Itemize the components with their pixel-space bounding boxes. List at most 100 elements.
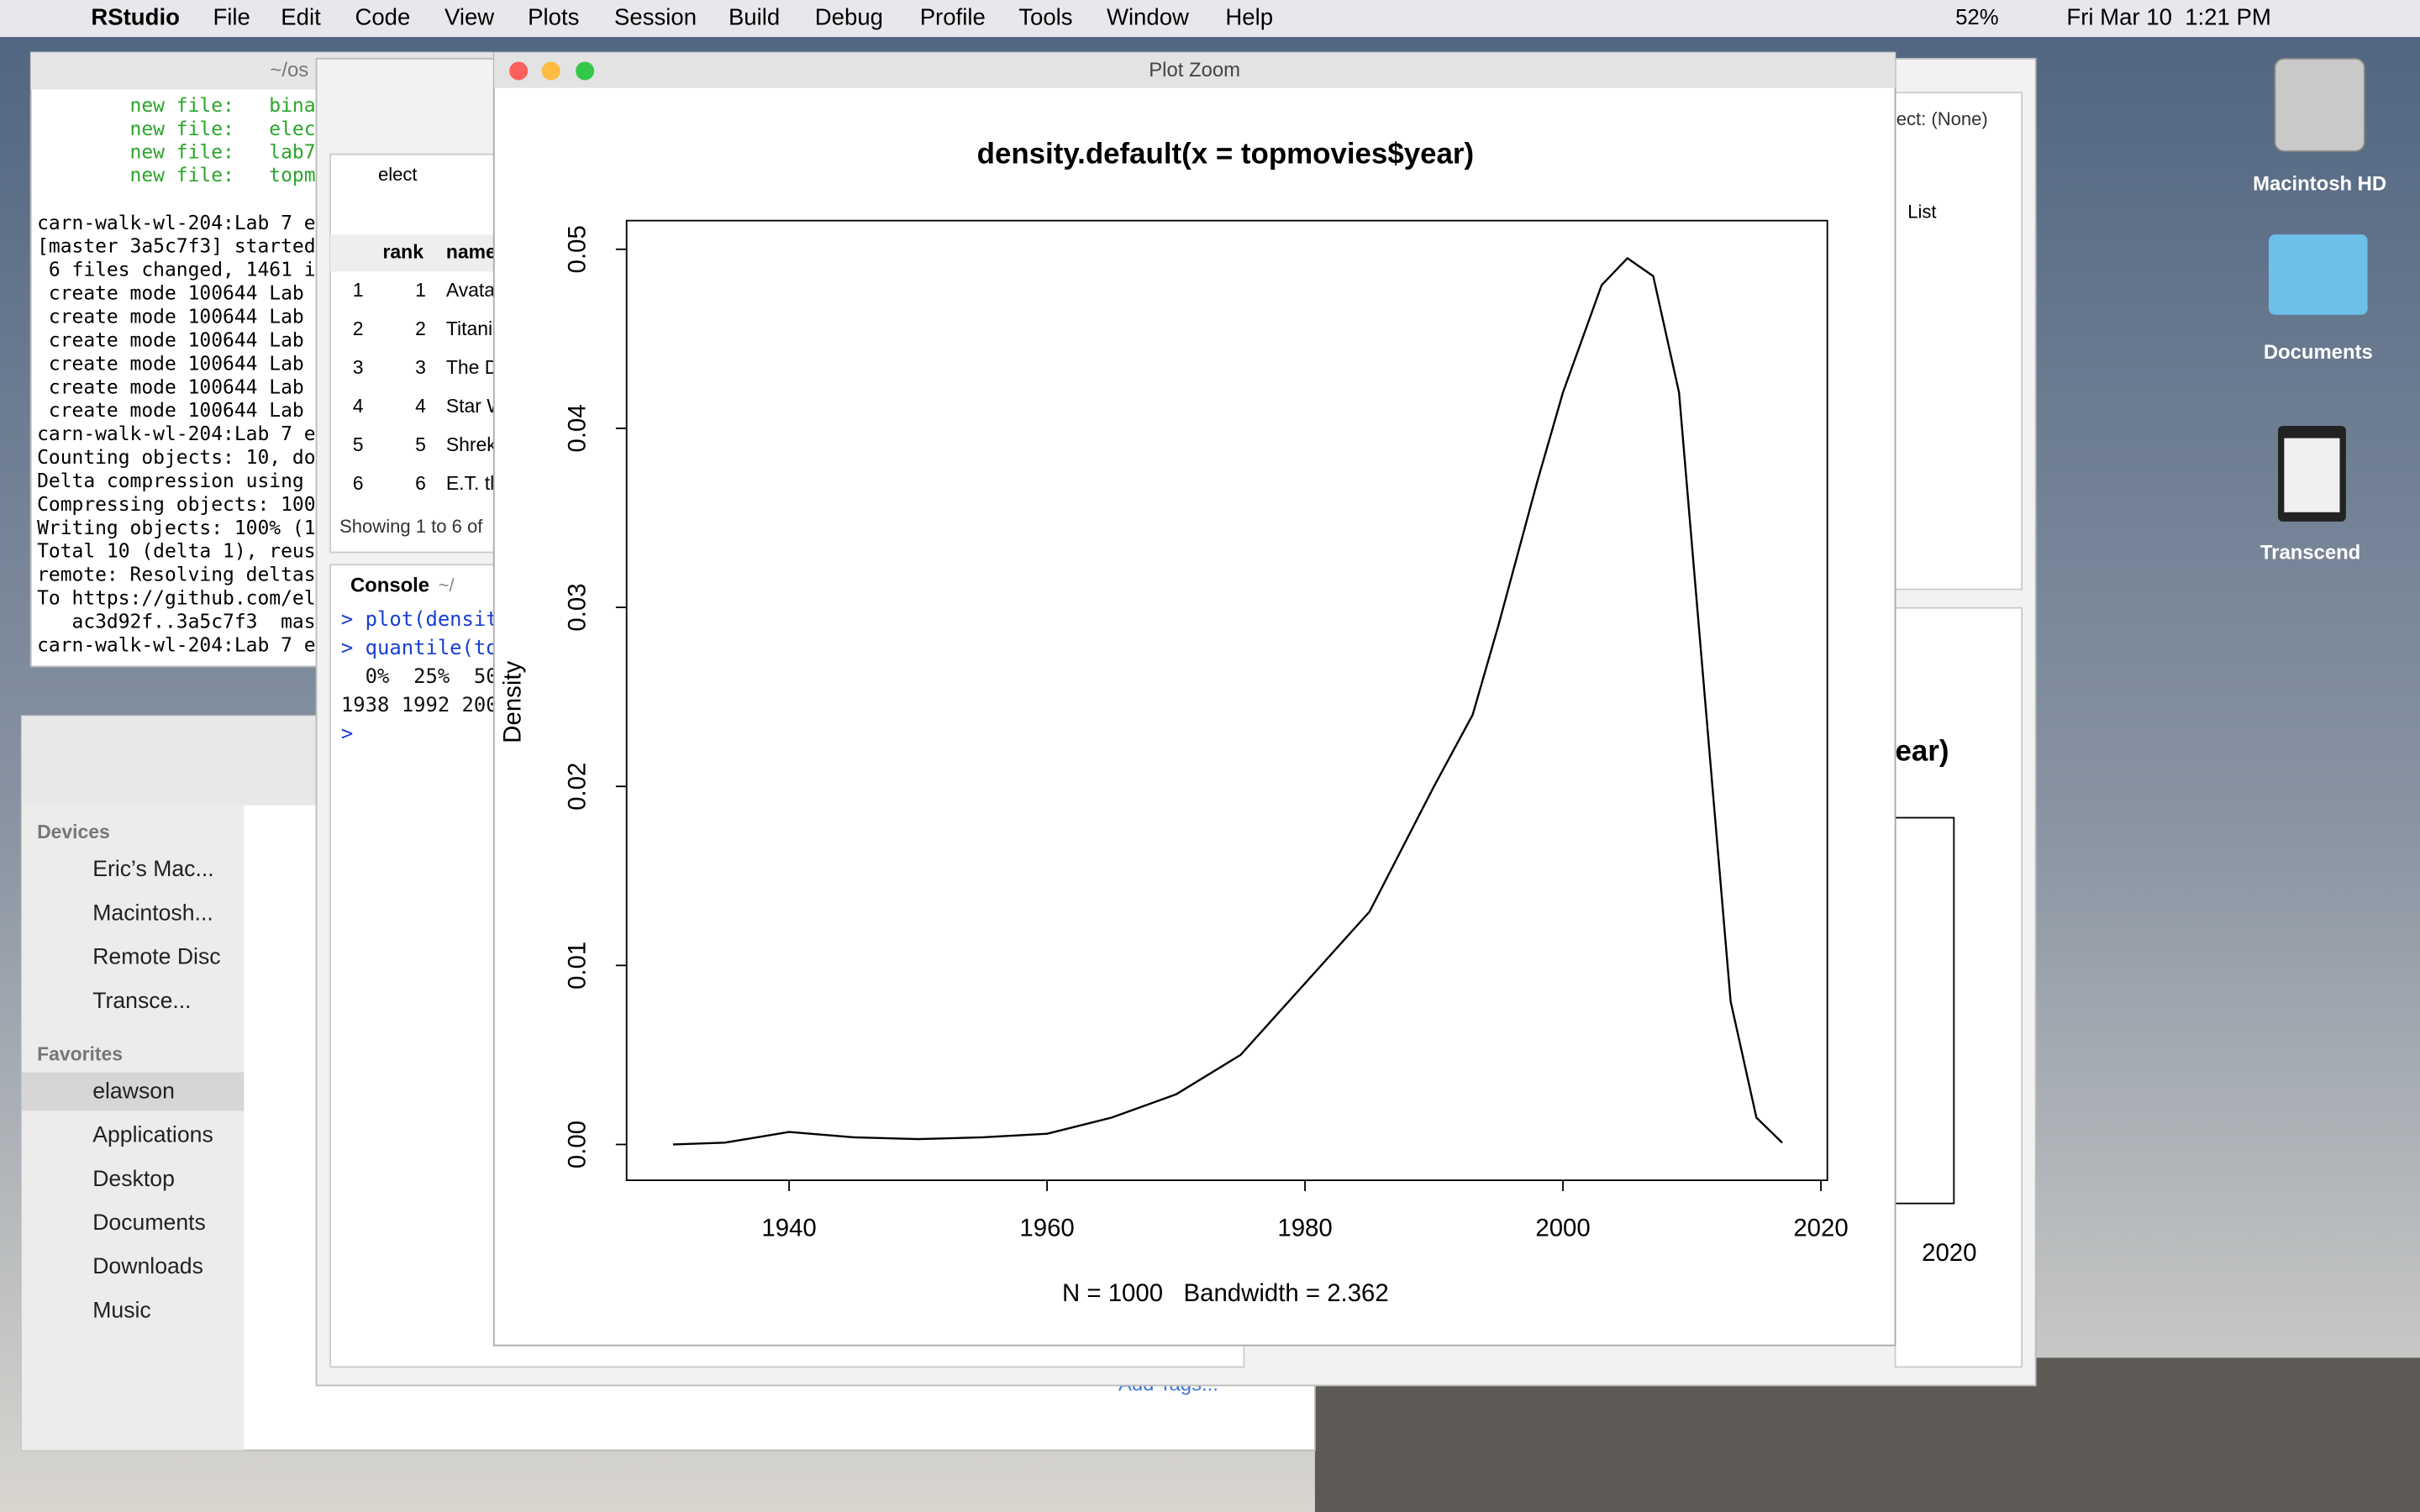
y-tick-label: 0.02 bbox=[564, 763, 592, 811]
terminal-line: new file: topm bbox=[37, 165, 315, 186]
table-cell: 2 bbox=[353, 318, 364, 339]
table-cell: 3 bbox=[353, 356, 364, 378]
viewer-tab[interactable]: elect bbox=[378, 164, 418, 185]
table-cell: 4 bbox=[353, 395, 364, 417]
close-button[interactable] bbox=[509, 61, 529, 81]
menu-item[interactable]: Debug bbox=[815, 3, 883, 29]
console-line: > bbox=[341, 722, 353, 745]
terminal-title: ~/os bbox=[270, 59, 308, 81]
terminal-line: carn-walk-wl-204:Lab 7 e bbox=[37, 634, 315, 656]
menu-item[interactable]: View bbox=[445, 3, 494, 29]
terminal-line: ac3d92f..3a5c7f3 mas bbox=[37, 611, 315, 633]
terminal-line: create mode 100644 Lab bbox=[37, 400, 304, 422]
x-tick-label: 1980 bbox=[1277, 1215, 1332, 1242]
terminal-line: carn-walk-wl-204:Lab 7 e bbox=[37, 423, 315, 445]
minimize-button[interactable] bbox=[541, 61, 560, 81]
table-cell: 1 bbox=[353, 279, 364, 301]
menu-item[interactable]: Tools bbox=[1018, 3, 1072, 29]
console-path: ~/ bbox=[439, 575, 455, 596]
y-axis-label: Density bbox=[498, 660, 526, 743]
sidebar-item[interactable]: Downloads bbox=[92, 1253, 203, 1278]
zoom-button[interactable] bbox=[576, 61, 595, 81]
x-tick-label: 2000 bbox=[1535, 1215, 1590, 1242]
sd-label bbox=[2284, 438, 2340, 512]
y-tick-label: 0.05 bbox=[564, 225, 592, 273]
icon-label: Macintosh HD bbox=[2253, 173, 2386, 196]
menubar bbox=[0, 0, 2420, 38]
density-line bbox=[672, 257, 1783, 1146]
y-tick-label: 0.03 bbox=[564, 583, 592, 631]
terminal-line: Writing objects: 100% (1 bbox=[37, 517, 315, 539]
sidebar-item[interactable]: Transce... bbox=[92, 988, 191, 1013]
y-tick-label: 0.01 bbox=[564, 942, 592, 990]
desktop-icons: Macintosh HD Documents Transcend bbox=[2253, 173, 2386, 564]
menu-item[interactable]: Edit bbox=[281, 3, 321, 29]
table-cell: 4 bbox=[415, 395, 426, 417]
icon-label: Documents bbox=[2264, 341, 2373, 364]
terminal-line: new file: lab7 bbox=[37, 141, 315, 163]
sidebar-header: Devices bbox=[37, 821, 110, 843]
terminal-line: [master 3a5c7f3] started bbox=[37, 236, 315, 258]
menu-item[interactable]: Help bbox=[1225, 3, 1273, 29]
sidebar-item[interactable]: Applications bbox=[92, 1122, 213, 1147]
list-view[interactable]: List bbox=[1907, 201, 1936, 222]
menu-item[interactable]: Profile bbox=[920, 3, 986, 29]
sidebar-item[interactable]: Desktop bbox=[92, 1166, 175, 1191]
sidebar-item[interactable]: Macintosh... bbox=[92, 900, 213, 925]
terminal-line: carn-walk-wl-204:Lab 7 e bbox=[37, 213, 315, 234]
table-cell: 6 bbox=[353, 472, 364, 494]
table-cell: 5 bbox=[353, 433, 364, 455]
window-title: Plot Zoom bbox=[1149, 59, 1240, 81]
sidebar-header: Favorites bbox=[37, 1042, 123, 1064]
table-cell: Titani bbox=[446, 318, 492, 339]
console-line: > plot(densit bbox=[341, 607, 498, 631]
table-cell: 6 bbox=[415, 472, 426, 494]
menu-item[interactable]: Code bbox=[355, 3, 410, 29]
x-tick-label: 1940 bbox=[761, 1215, 816, 1242]
terminal-line: To https://github.com/el bbox=[37, 588, 315, 610]
x-axis-label: N = 1000 Bandwidth = 2.362 bbox=[1062, 1279, 1389, 1307]
datetime: Fri Mar 10 1:21 PM bbox=[2066, 3, 2270, 29]
terminal-line: Counting objects: 10, do bbox=[37, 447, 315, 469]
table-cell: 2 bbox=[415, 318, 426, 339]
plots-pane-tick: 2020 bbox=[1922, 1239, 1976, 1267]
sidebar-selection bbox=[21, 1072, 245, 1111]
environment-pane bbox=[1894, 92, 2023, 591]
sidebar-item[interactable]: Documents bbox=[92, 1210, 206, 1235]
sidebar-item[interactable]: Remote Disc bbox=[92, 944, 220, 969]
menu-item[interactable]: File bbox=[213, 3, 250, 29]
console-line: > quantile(to bbox=[341, 636, 498, 659]
table-cell: The D bbox=[446, 356, 498, 378]
sidebar-item[interactable]: Eric’s Mac... bbox=[92, 856, 213, 881]
x-tick-label: 1960 bbox=[1019, 1215, 1074, 1242]
plot-zoom-window bbox=[492, 51, 1897, 1347]
object-select[interactable]: ject: (None) bbox=[1891, 108, 1988, 129]
table-cell: Avata bbox=[446, 279, 495, 301]
terminal-line: Delta compression using bbox=[37, 470, 304, 492]
finder-sidebar bbox=[21, 805, 245, 1451]
console-title: Console bbox=[350, 574, 429, 596]
x-tick-label: 2020 bbox=[1793, 1215, 1848, 1242]
sidebar-item[interactable]: Music bbox=[92, 1297, 151, 1322]
console-line: 1938 1992 200 bbox=[341, 693, 498, 717]
column-header: rank bbox=[383, 240, 424, 262]
terminal-line: create mode 100644 Lab bbox=[37, 307, 304, 328]
menu-item[interactable]: Window bbox=[1107, 3, 1189, 29]
terminal-line: create mode 100644 Lab bbox=[37, 329, 304, 351]
plots-pane bbox=[1894, 606, 2023, 1368]
app-name: RStudio bbox=[91, 3, 180, 29]
column-header: name bbox=[446, 240, 497, 262]
menu-item[interactable]: Plots bbox=[528, 3, 579, 29]
table-cell: E.T. tl bbox=[446, 472, 494, 494]
plot-area: 1940 1960 1980 2000 2020 0.00 0.01 0.02 0.03 0.04… bbox=[564, 225, 1849, 1242]
sidebar-item[interactable]: elawson bbox=[92, 1078, 175, 1103]
table-cell: 5 bbox=[415, 433, 426, 455]
icon-label: Transcend bbox=[2260, 542, 2360, 564]
menu-item[interactable]: Build bbox=[729, 3, 780, 29]
menu-item[interactable]: Session bbox=[614, 3, 697, 29]
folder-icon[interactable] bbox=[2269, 234, 2368, 315]
hd-icon[interactable] bbox=[2274, 57, 2365, 152]
terminal-text: new file: bina new file: elec new file: … bbox=[37, 95, 315, 656]
